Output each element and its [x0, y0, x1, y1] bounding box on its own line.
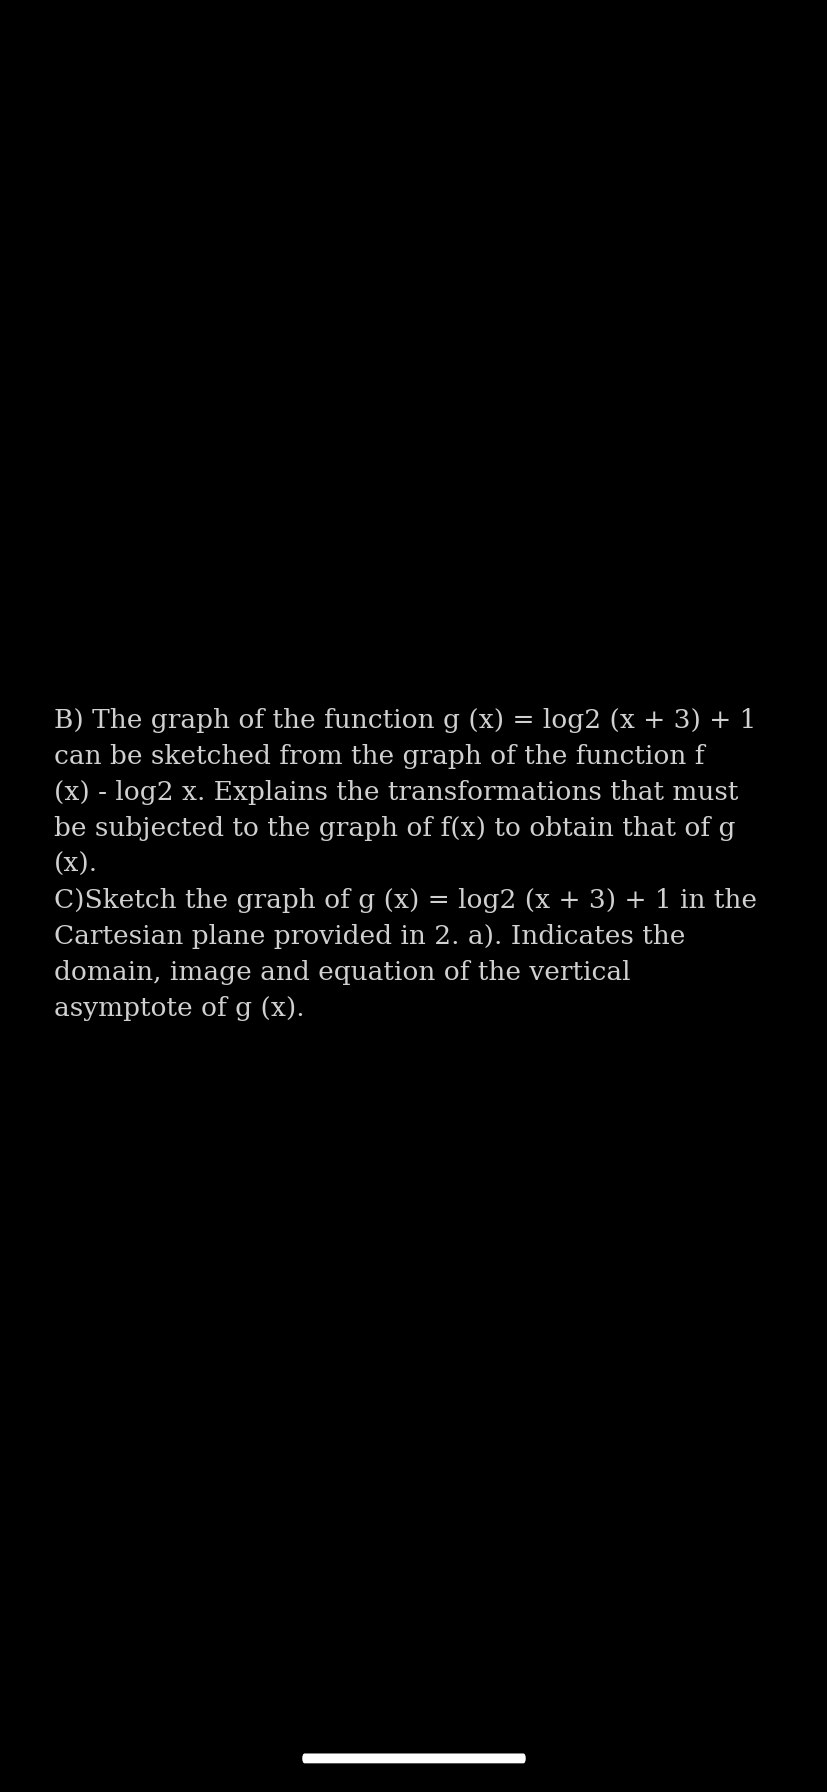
Text: B) The graph of the function g (x) = log2 (x + 3) + 1
can be sketched from the g: B) The graph of the function g (x) = log… — [54, 708, 756, 1021]
FancyBboxPatch shape — [302, 1753, 525, 1763]
